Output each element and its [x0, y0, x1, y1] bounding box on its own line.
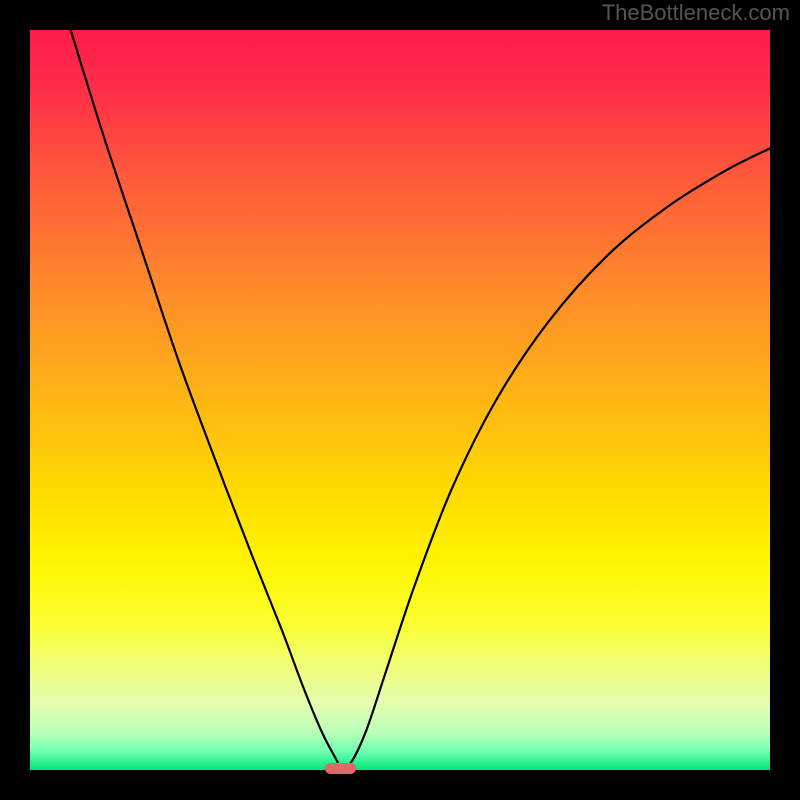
chart-outer-frame: TheBottleneck.com	[0, 0, 800, 800]
plot-area	[30, 30, 770, 770]
bottleneck-curve	[71, 30, 770, 770]
curve-layer	[30, 30, 770, 770]
watermark-text: TheBottleneck.com	[602, 0, 790, 26]
minimum-marker	[325, 763, 356, 775]
